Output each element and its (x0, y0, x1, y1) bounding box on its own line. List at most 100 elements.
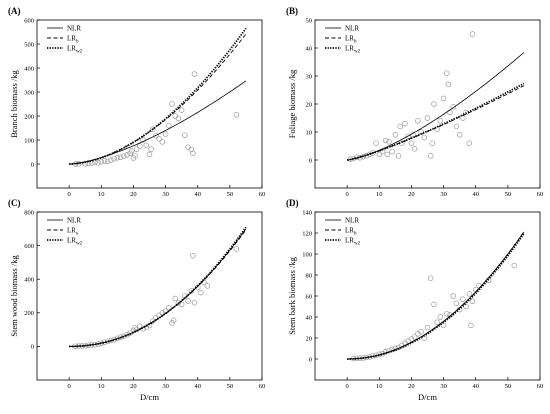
x-tick-label: 50 (505, 383, 512, 390)
legend-entry: LRb (67, 35, 79, 45)
data-point (159, 139, 166, 145)
data-point (437, 118, 444, 124)
x-tick-label: 10 (98, 191, 105, 198)
x-tick-label: 10 (98, 383, 105, 390)
legend-entry: NLR (345, 25, 359, 33)
legend-entry: NLR (67, 25, 81, 33)
y-tick-label: 140 (302, 209, 312, 216)
data-point (440, 95, 447, 102)
data-point (444, 311, 450, 317)
data-point (191, 71, 198, 77)
data-point (469, 31, 476, 37)
data-point (143, 142, 150, 149)
data-point (447, 312, 453, 318)
data-point (445, 81, 452, 88)
data-point (511, 262, 518, 269)
data-point (434, 126, 440, 132)
data-point (405, 133, 411, 139)
data-point (373, 140, 379, 146)
y-axis-label: Foliage biomass /kg (287, 69, 297, 138)
y-tick-label: 80 (306, 272, 313, 279)
y-tick-label: 500 (24, 41, 34, 48)
data-point (421, 134, 428, 141)
data-point (149, 318, 156, 324)
data-point (190, 252, 196, 259)
x-tick-label: 40 (472, 383, 479, 390)
data-point (98, 159, 105, 165)
x-tick-label: 20 (130, 383, 137, 390)
x-tick-label: 40 (472, 191, 479, 198)
y-tick-label: 60 (306, 293, 313, 300)
legend-entry: LRw2 (67, 237, 83, 247)
y-tick-label: 200 (24, 113, 34, 120)
y-tick-label: 100 (24, 137, 34, 144)
legend-entry: NLR (67, 217, 81, 225)
data-point (431, 101, 437, 107)
data-point (395, 153, 402, 159)
data-point (149, 126, 156, 132)
data-point (137, 143, 143, 149)
y-tick-label: 0 (31, 161, 34, 168)
data-point (190, 150, 196, 156)
x-tick-label: 0 (346, 383, 349, 390)
data-point (188, 146, 195, 153)
x-tick-label: 0 (68, 191, 71, 198)
data-point (453, 123, 460, 130)
legend-entry: LRb (345, 227, 357, 237)
data-point (429, 140, 436, 146)
data-point (169, 101, 175, 107)
data-point (376, 151, 383, 158)
data-point (431, 301, 437, 308)
data-point (450, 293, 456, 299)
data-point (148, 146, 154, 152)
data-point (434, 319, 440, 326)
data-point (166, 122, 172, 129)
fit-curve-nlr (347, 231, 525, 360)
legend-entry: LRw2 (345, 237, 361, 247)
data-point (132, 325, 138, 331)
data-point (153, 132, 159, 139)
data-point (129, 148, 135, 154)
legend-entry: LRs (67, 227, 78, 237)
data-point (468, 322, 474, 329)
x-tick-label: 60 (537, 191, 544, 198)
y-axis-label: Stem bark biomass /kg (287, 256, 297, 334)
fit-curve-lr-b (69, 33, 247, 165)
y-tick-label: 300 (24, 89, 34, 96)
data-point (382, 137, 389, 144)
data-point (233, 246, 240, 252)
data-point (402, 120, 408, 127)
y-tick-label: 0 (309, 157, 312, 164)
x-tick-label: 0 (68, 383, 71, 390)
fit-curve-lr-w2 (347, 233, 525, 360)
data-point (386, 139, 392, 145)
x-tick-label: 50 (505, 191, 512, 198)
data-point (469, 298, 476, 305)
data-point (392, 132, 399, 138)
y-axis-label: Stem wood biomass /kg (9, 255, 19, 337)
data-point (95, 160, 101, 166)
data-point (117, 154, 124, 161)
x-tick-label: 30 (162, 191, 169, 198)
panel-label: (C) (8, 198, 21, 208)
x-axis-label: D/cm (418, 392, 437, 402)
x-tick-label: 60 (537, 383, 544, 390)
data-point (185, 144, 191, 150)
x-tick-label: 20 (408, 191, 415, 198)
data-point (233, 112, 240, 118)
data-point (188, 288, 195, 294)
data-point (411, 334, 418, 340)
data-point (198, 289, 204, 296)
y-tick-label: 100 (302, 251, 312, 258)
data-point (411, 146, 418, 152)
data-point (466, 140, 473, 146)
x-tick-label: 30 (440, 383, 447, 390)
data-point (170, 317, 177, 324)
y-axis-label: Branch biomass /kg (9, 69, 19, 137)
data-point (460, 296, 466, 302)
y-tick-label: 40 (306, 45, 313, 52)
fit-curve-lr-w2 (347, 82, 525, 161)
